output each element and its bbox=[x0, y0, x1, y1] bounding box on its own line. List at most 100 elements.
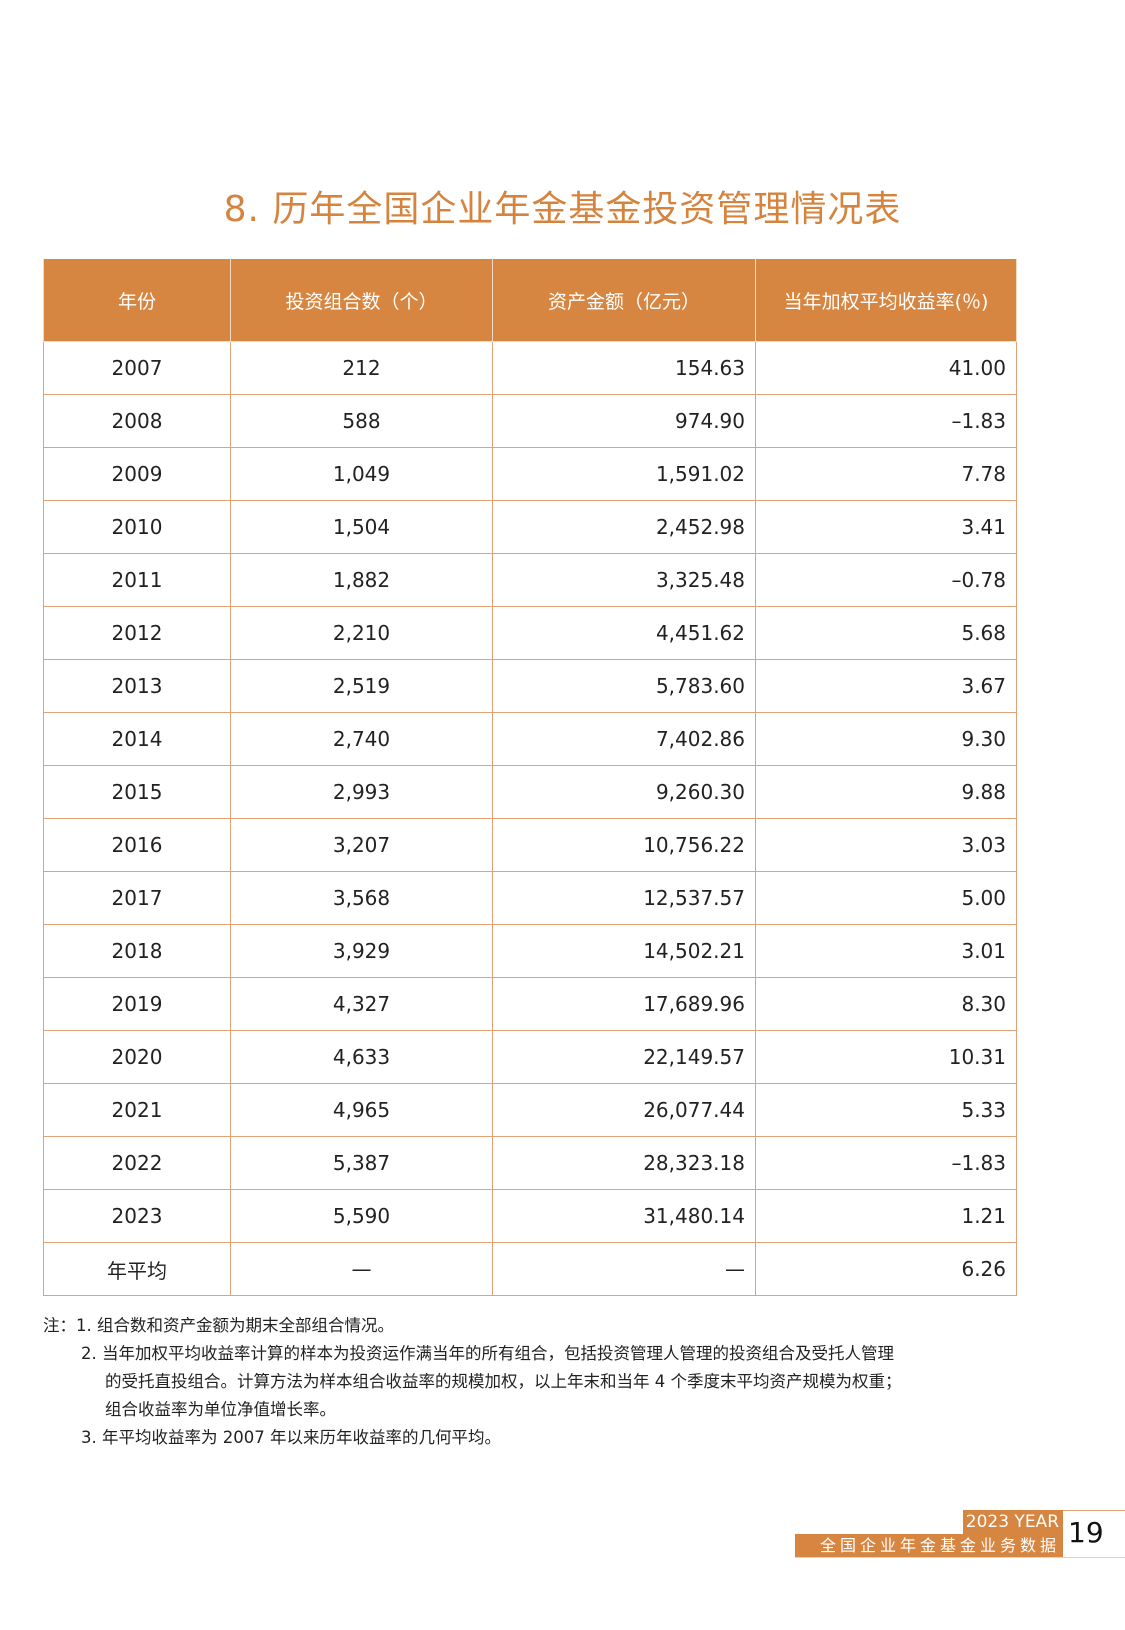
year-cell: 2012 bbox=[43, 606, 231, 660]
year-cell: 2022 bbox=[43, 1136, 231, 1190]
table-row: 2020 4,633 22,149.57 10.31 bbox=[43, 1030, 1017, 1084]
footer-divider-bottom bbox=[795, 1557, 1125, 1558]
asset-amount-cell: 5,783.60 bbox=[492, 659, 756, 713]
note-1: 注：1. 组合数和资产金额为期末全部组合情况。 bbox=[43, 1316, 394, 1335]
return-rate-cell: 41.00 bbox=[755, 341, 1017, 395]
year-cell: 2011 bbox=[43, 553, 231, 607]
portfolio-count-cell: 5,387 bbox=[230, 1136, 493, 1190]
asset-amount-cell: 154.63 bbox=[492, 341, 756, 395]
table-row: 2009 1,049 1,591.02 7.78 bbox=[43, 447, 1017, 501]
return-rate-cell: 6.26 bbox=[755, 1242, 1017, 1296]
portfolio-count-cell: 212 bbox=[230, 341, 493, 395]
return-rate-cell: 9.30 bbox=[755, 712, 1017, 766]
table-row: 2022 5,387 28,323.18 –1.83 bbox=[43, 1136, 1017, 1190]
table-row: 2010 1,504 2,452.98 3.41 bbox=[43, 500, 1017, 554]
portfolio-count-cell: 2,993 bbox=[230, 765, 493, 819]
table-row: 2014 2,740 7,402.86 9.30 bbox=[43, 712, 1017, 766]
footer-year-label: 2023 YEAR bbox=[963, 1510, 1063, 1534]
return-rate-cell: 5.33 bbox=[755, 1083, 1017, 1137]
year-cell: 2007 bbox=[43, 341, 231, 395]
pension-fund-table: 年份 投资组合数（个） 资产金额（亿元） 当年加权平均收益率(％) 2007 21… bbox=[43, 259, 1017, 1296]
footnotes: 注：1. 组合数和资产金额为期末全部组合情况。 2. 当年加权平均收益率计算的样… bbox=[43, 1312, 902, 1452]
asset-amount-cell: 28,323.18 bbox=[492, 1136, 756, 1190]
year-cell: 2019 bbox=[43, 977, 231, 1031]
asset-amount-cell: 974.90 bbox=[492, 394, 756, 448]
return-rate-cell: –1.83 bbox=[755, 1136, 1017, 1190]
portfolio-count-cell: 3,207 bbox=[230, 818, 493, 872]
table-row: 2016 3,207 10,756.22 3.03 bbox=[43, 818, 1017, 872]
table-row: 2013 2,519 5,783.60 3.67 bbox=[43, 659, 1017, 713]
table-row: 2018 3,929 14,502.21 3.01 bbox=[43, 924, 1017, 978]
year-cell: 年平均 bbox=[43, 1242, 231, 1296]
average-row: 年平均 — —6.26 bbox=[43, 1242, 1017, 1296]
portfolio-count-cell: — bbox=[230, 1242, 493, 1296]
table-row: 2007 212 154.63 41.00 bbox=[43, 341, 1017, 395]
return-rate-cell: 5.68 bbox=[755, 606, 1017, 660]
year-cell: 2009 bbox=[43, 447, 231, 501]
page-title: 8. 历年全国企业年金基金投资管理情况表 bbox=[223, 189, 902, 230]
portfolio-count-cell: 1,504 bbox=[230, 500, 493, 554]
portfolio-count-cell: 2,519 bbox=[230, 659, 493, 713]
year-cell: 2020 bbox=[43, 1030, 231, 1084]
asset-amount-cell: 10,756.22 bbox=[492, 818, 756, 872]
year-cell: 2021 bbox=[43, 1083, 231, 1137]
table-row: 2023 5,590 31,480.14 1.21 bbox=[43, 1189, 1017, 1243]
return-rate-cell: 10.31 bbox=[755, 1030, 1017, 1084]
portfolio-count-cell: 1,882 bbox=[230, 553, 493, 607]
header-asset-amount: 资产金额（亿元） bbox=[492, 259, 756, 342]
header-return-rate: 当年加权平均收益率(％) bbox=[755, 259, 1017, 342]
asset-amount-cell: 1,591.02 bbox=[492, 447, 756, 501]
portfolio-count-cell: 2,210 bbox=[230, 606, 493, 660]
asset-amount-cell: 7,402.86 bbox=[492, 712, 756, 766]
table-row: 2017 3,568 12,537.57 5.00 bbox=[43, 871, 1017, 925]
footer-subtitle: 全国企业年金基金业务数据 bbox=[795, 1534, 1063, 1557]
year-cell: 2023 bbox=[43, 1189, 231, 1243]
page-number: 19 bbox=[1068, 1516, 1104, 1549]
asset-amount-cell: 4,451.62 bbox=[492, 606, 756, 660]
year-cell: 2018 bbox=[43, 924, 231, 978]
table-row: 2019 4,327 17,689.96 8.30 bbox=[43, 977, 1017, 1031]
asset-amount-cell: 2,452.98 bbox=[492, 500, 756, 554]
return-rate-cell: 7.78 bbox=[755, 447, 1017, 501]
year-cell: 2016 bbox=[43, 818, 231, 872]
header-year: 年份 bbox=[43, 259, 231, 342]
portfolio-count-cell: 4,633 bbox=[230, 1030, 493, 1084]
table-row: 2012 2,210 4,451.62 5.68 bbox=[43, 606, 1017, 660]
year-cell: 2014 bbox=[43, 712, 231, 766]
portfolio-count-cell: 5,590 bbox=[230, 1189, 493, 1243]
portfolio-count-cell: 4,965 bbox=[230, 1083, 493, 1137]
table-row: 2011 1,882 3,325.48 –0.78 bbox=[43, 553, 1017, 607]
asset-amount-cell: 14,502.21 bbox=[492, 924, 756, 978]
asset-amount-cell: — bbox=[492, 1242, 756, 1296]
return-rate-cell: –0.78 bbox=[755, 553, 1017, 607]
portfolio-count-cell: 1,049 bbox=[230, 447, 493, 501]
return-rate-cell: 3.67 bbox=[755, 659, 1017, 713]
return-rate-cell: –1.83 bbox=[755, 394, 1017, 448]
year-cell: 2013 bbox=[43, 659, 231, 713]
year-cell: 2015 bbox=[43, 765, 231, 819]
portfolio-count-cell: 2,740 bbox=[230, 712, 493, 766]
note-2-cont2: 组合收益率为单位净值增长率。 bbox=[105, 1400, 336, 1419]
return-rate-cell: 3.01 bbox=[755, 924, 1017, 978]
asset-amount-cell: 17,689.96 bbox=[492, 977, 756, 1031]
header-portfolio-count: 投资组合数（个） bbox=[230, 259, 493, 342]
return-rate-cell: 3.41 bbox=[755, 500, 1017, 554]
note-2: 2. 当年加权平均收益率计算的样本为投资运作满当年的所有组合，包括投资管理人管理… bbox=[81, 1344, 894, 1363]
asset-amount-cell: 3,325.48 bbox=[492, 553, 756, 607]
table-header-row: 年份 投资组合数（个） 资产金额（亿元） 当年加权平均收益率(％) bbox=[43, 259, 1017, 342]
portfolio-count-cell: 3,568 bbox=[230, 871, 493, 925]
asset-amount-cell: 31,480.14 bbox=[492, 1189, 756, 1243]
portfolio-count-cell: 588 bbox=[230, 394, 493, 448]
return-rate-cell: 5.00 bbox=[755, 871, 1017, 925]
return-rate-cell: 9.88 bbox=[755, 765, 1017, 819]
asset-amount-cell: 12,537.57 bbox=[492, 871, 756, 925]
portfolio-count-cell: 3,929 bbox=[230, 924, 493, 978]
year-cell: 2010 bbox=[43, 500, 231, 554]
asset-amount-cell: 9,260.30 bbox=[492, 765, 756, 819]
year-cell: 2017 bbox=[43, 871, 231, 925]
note-3: 3. 年平均收益率为 2007 年以来历年收益率的几何平均。 bbox=[81, 1428, 501, 1447]
return-rate-cell: 1.21 bbox=[755, 1189, 1017, 1243]
return-rate-cell: 8.30 bbox=[755, 977, 1017, 1031]
asset-amount-cell: 22,149.57 bbox=[492, 1030, 756, 1084]
year-cell: 2008 bbox=[43, 394, 231, 448]
